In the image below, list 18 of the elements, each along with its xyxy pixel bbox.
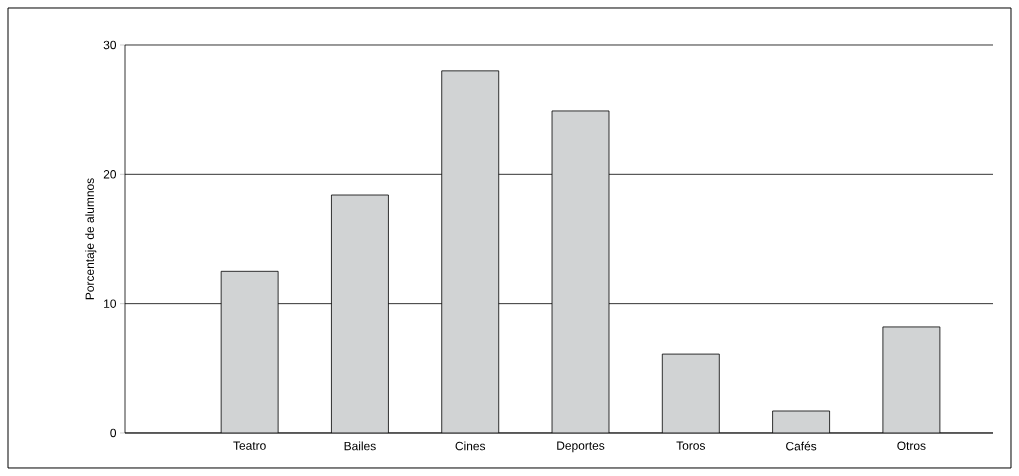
x-tick-label: Teatro — [233, 441, 266, 450]
x-tick-label: Cafés — [786, 441, 817, 451]
bar — [882, 326, 941, 433]
x-tick-label: Toros — [676, 441, 705, 450]
x-tick-label: Cines — [455, 441, 486, 451]
y-axis-title: Porcentaje de alumnos — [85, 178, 97, 300]
bar — [220, 270, 279, 433]
y-tick-label: 20 — [103, 170, 117, 179]
y-tick-label: 30 — [103, 40, 117, 50]
y-tick-label: 10 — [104, 299, 117, 308]
bar — [661, 353, 720, 433]
x-tick-label: Bailes — [344, 441, 376, 451]
x-tick-label: Deportes — [557, 441, 605, 453]
y-tick-label: 0 — [110, 428, 117, 438]
bar — [441, 70, 500, 433]
bar — [551, 110, 610, 433]
bar — [331, 194, 389, 433]
x-tick-label: Otros — [897, 441, 926, 450]
